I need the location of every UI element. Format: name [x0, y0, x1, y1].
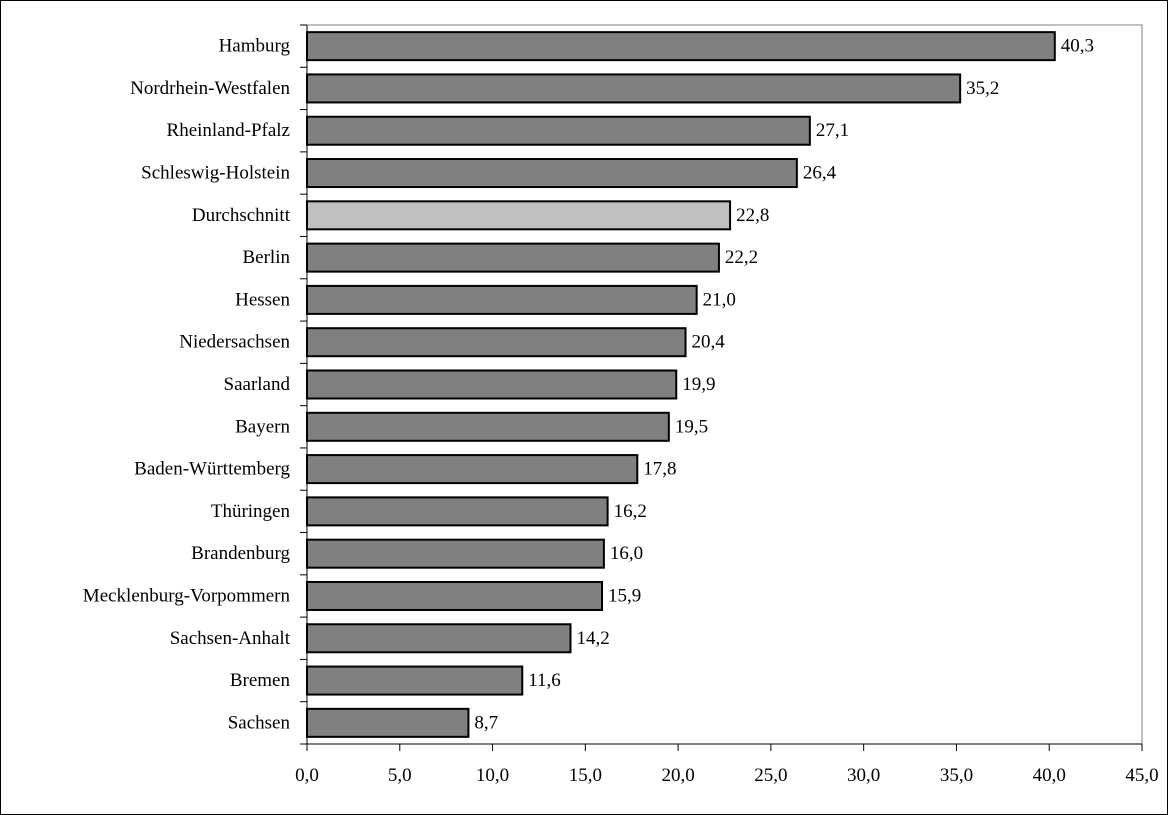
category-label: Schleswig-Holstein: [141, 163, 290, 184]
category-label: Nordrhein-Westfalen: [130, 78, 290, 99]
value-label: 27,1: [816, 120, 849, 141]
category-label: Berlin: [243, 247, 291, 268]
x-tick-label: 40,0: [1033, 765, 1066, 786]
x-tick-label: 25,0: [754, 765, 787, 786]
x-tick-label: 5,0: [388, 765, 412, 786]
bar: [307, 497, 608, 525]
value-label: 16,0: [610, 543, 643, 564]
bar: [307, 244, 719, 272]
value-label: 11,6: [528, 670, 561, 691]
category-label: Durchschnitt: [192, 205, 291, 226]
bar: [307, 371, 676, 399]
value-label: 8,7: [474, 712, 498, 733]
value-label: 15,9: [608, 585, 641, 606]
category-label: Baden-Württemberg: [134, 459, 290, 480]
x-tick-label: 45,0: [1125, 765, 1158, 786]
category-labels-group: Hamburg Nordrhein-Westfalen Rheinland-Pfal…: [83, 36, 291, 734]
bar: [307, 159, 797, 187]
category-label: Sachsen: [228, 712, 291, 733]
value-label: 16,2: [614, 501, 647, 522]
value-label: 22,8: [736, 205, 769, 226]
bar: [307, 709, 468, 737]
bar: [307, 540, 604, 568]
bar: [307, 32, 1055, 60]
value-label: 19,5: [675, 416, 708, 437]
category-label: Bremen: [230, 670, 291, 691]
category-label: Hamburg: [219, 36, 291, 57]
value-label: 20,4: [692, 332, 726, 353]
category-label: Bayern: [235, 416, 290, 437]
value-label: 35,2: [966, 78, 999, 99]
bars-group: [307, 32, 1055, 737]
category-label: Rheinland-Pfalz: [167, 120, 290, 141]
x-tick-labels-group: 0,0 5,0 10,0 15,0 20,0 25,0 30,0 35,0 40,0 45,0: [295, 765, 1159, 786]
bar: [307, 667, 522, 695]
bar: [307, 117, 810, 145]
bar: [307, 624, 570, 652]
value-label: 14,2: [576, 628, 609, 649]
x-tick-label: 10,0: [476, 765, 509, 786]
x-tick-label: 20,0: [661, 765, 694, 786]
bar-average: [307, 201, 730, 229]
category-label: Niedersachsen: [179, 332, 290, 353]
category-label: Saarland: [224, 374, 291, 395]
value-label: 26,4: [803, 163, 837, 184]
bar: [307, 582, 602, 610]
category-label: Mecklenburg-Vorpommern: [83, 585, 291, 606]
x-tick-label: 30,0: [847, 765, 880, 786]
value-label: 17,8: [643, 459, 676, 480]
x-tick-label: 15,0: [569, 765, 602, 786]
bar: [307, 286, 697, 314]
x-tick-label: 35,0: [940, 765, 973, 786]
category-label: Brandenburg: [191, 543, 290, 564]
x-tick-label: 0,0: [295, 765, 319, 786]
value-label: 21,0: [703, 289, 736, 310]
value-label: 19,9: [682, 374, 715, 395]
bar: [307, 413, 669, 441]
bar: [307, 455, 637, 483]
category-label: Sachsen-Anhalt: [170, 628, 291, 649]
category-label: Hessen: [235, 289, 290, 310]
bar: [307, 328, 686, 356]
bar: [307, 74, 960, 102]
value-label: 22,2: [725, 247, 758, 268]
category-label: Thüringen: [211, 501, 291, 522]
value-label: 40,3: [1061, 36, 1094, 57]
